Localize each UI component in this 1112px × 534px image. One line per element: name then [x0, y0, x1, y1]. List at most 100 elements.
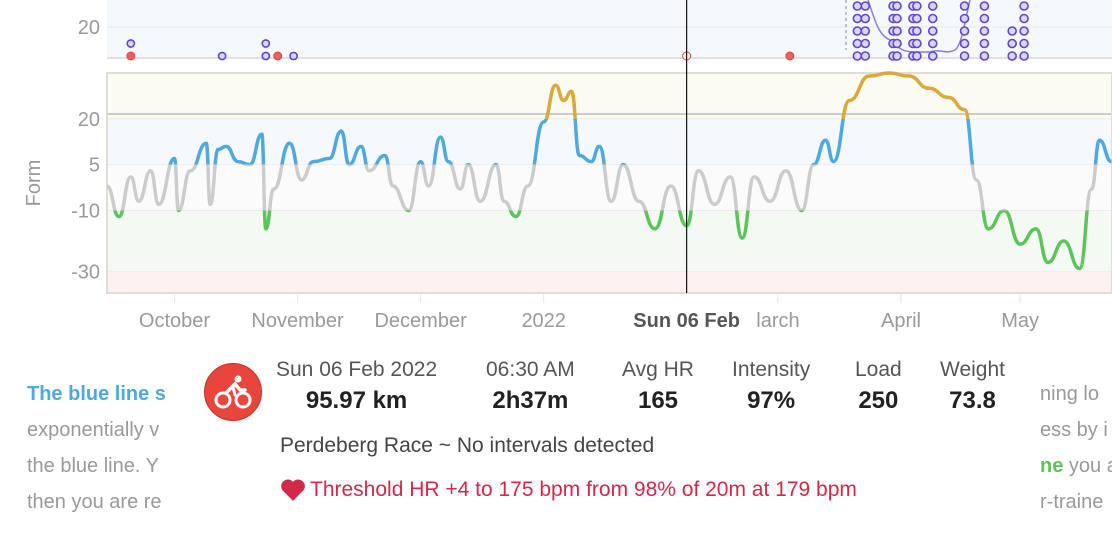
- stat-label: Avg HR: [622, 358, 694, 381]
- form-line-transition: [544, 71, 970, 119]
- zone-high-risk: [107, 271, 1112, 293]
- event-dot-purple: [860, 26, 871, 36]
- event-dot-purple: [1007, 51, 1017, 61]
- event-dot-purple: [126, 39, 136, 48]
- event-dot-purple: [852, 26, 863, 36]
- xtick-label: December: [374, 310, 467, 332]
- stat-label: Weight: [940, 358, 1005, 381]
- cursor-date-label: Sun 06 Feb: [633, 310, 740, 332]
- stat-value: 165: [637, 387, 679, 414]
- activity-time: 06:30 AM: [486, 358, 575, 381]
- optimal-word: ne: [1040, 455, 1064, 477]
- xtick-label: April: [881, 310, 921, 332]
- help-text-fragment: you a: [1068, 455, 1112, 477]
- events-strip-bg: [107, 0, 1112, 58]
- xtick-label: May: [1001, 310, 1039, 332]
- time-duration: 06:30 AM 2h37m: [486, 356, 575, 418]
- event-dot-purple: [289, 51, 298, 61]
- date-distance: Sun 06 Feb 2022 95.97 km: [276, 356, 437, 418]
- form-chart[interactable]: 20 20 5 -10 -30 Form October November December 2…: [0, 0, 1112, 340]
- activity-name[interactable]: Perdeberg Race ~ No intervals detected: [280, 434, 655, 457]
- event-dot-purple: [1019, 38, 1029, 49]
- event-dot-purple: [927, 51, 938, 61]
- activity-duration: 2h37m: [492, 387, 569, 414]
- form-line-fresh: [168, 118, 1112, 165]
- help-text-line: ning lo: [1040, 383, 1099, 405]
- event-dot-purple: [959, 26, 970, 36]
- stat-avg-hr: Avg HR 165: [622, 356, 694, 418]
- event-dot-purple: [852, 51, 863, 61]
- stat-value: 97%: [747, 387, 796, 414]
- event-dot-purple: [1019, 51, 1029, 61]
- event-dot-red: [273, 51, 283, 61]
- cycling-icon: [204, 363, 262, 421]
- event-dot-purple: [959, 38, 970, 49]
- event-dot-purple: [959, 51, 970, 61]
- event-dot-purple: [261, 39, 271, 48]
- event-dot-purple: [979, 13, 990, 24]
- event-dot-purple: [927, 1, 938, 11]
- event-dot-purple: [1019, 1, 1029, 11]
- activity-date: Sun 06 Feb 2022: [276, 358, 438, 381]
- event-dot-purple: [927, 26, 938, 36]
- threshold-text: Threshold HR +4 to 175 bpm from 98% of 2…: [310, 478, 857, 501]
- events-strip: 20: [78, 0, 1112, 61]
- stat-value: 250: [858, 387, 899, 414]
- stat-label: Load: [855, 358, 902, 381]
- event-dot-purple: [860, 1, 871, 11]
- zone-grey: [107, 164, 1112, 211]
- event-dot-purple: [979, 51, 990, 61]
- event-dot-purple: [912, 1, 922, 11]
- event-dot-red: [785, 51, 795, 61]
- event-dot-purple: [959, 13, 970, 24]
- event-dot-purple: [927, 13, 938, 24]
- event-dot-purple: [912, 38, 922, 49]
- event-dot-purple: [217, 51, 227, 61]
- stat-intensity: Intensity 97%: [732, 356, 810, 418]
- event-dot-purple: [892, 51, 902, 61]
- event-dot-purple: [852, 13, 863, 24]
- help-text-line: r-traine: [1040, 491, 1104, 513]
- event-dot-purple: [261, 51, 271, 61]
- event-dot-purple: [892, 26, 902, 36]
- event-dot-purple: [860, 38, 871, 49]
- event-dot-purple: [1019, 13, 1029, 24]
- event-dot-purple: [892, 1, 902, 11]
- help-text-line: ne you a: [1040, 448, 1112, 484]
- help-text-line: the blue line. Y: [27, 455, 159, 477]
- ytick-label: -30: [71, 262, 100, 284]
- event-dot-purple: [959, 1, 970, 11]
- activity-popup[interactable]: Sun 06 Feb 2022 95.97 km 06:30 AM 2h37m …: [190, 350, 1030, 534]
- xtick-label: November: [251, 310, 344, 332]
- event-dot-purple: [1007, 26, 1017, 36]
- y-axis-label: Form: [23, 160, 45, 207]
- help-text-line: then you are re: [27, 491, 162, 513]
- event-dot-purple: [979, 26, 990, 36]
- stat-load: Load 250: [855, 356, 902, 418]
- help-text-line: ess by i: [1040, 419, 1108, 441]
- zone-fresh: [107, 118, 1112, 165]
- cursor-label-bg: [620, 306, 753, 334]
- help-text-line: The blue line s: [27, 383, 166, 405]
- ytick-label: 5: [89, 155, 100, 177]
- xtick-label: October: [139, 310, 210, 332]
- event-dot-purple: [912, 13, 922, 24]
- event-dot-purple: [892, 38, 902, 49]
- xtick-label: larch: [756, 310, 799, 332]
- event-dot-purple: [979, 38, 990, 49]
- event-dot-purple: [979, 1, 990, 11]
- zone-optimal: [107, 210, 1112, 272]
- event-dot-purple: [860, 13, 871, 24]
- ytick-label: -10: [71, 201, 100, 223]
- stat-label: Intensity: [732, 358, 811, 381]
- ytick-label: 20: [78, 109, 100, 131]
- event-dot-purple: [1007, 38, 1017, 49]
- event-dot-purple: [912, 26, 922, 36]
- event-dot-purple: [852, 1, 863, 11]
- stat-value: 73.8: [949, 387, 996, 414]
- heart-icon: [281, 479, 305, 501]
- stat-weight: Weight 73.8: [940, 356, 1005, 418]
- event-dot-purple: [852, 38, 863, 49]
- strip-ytick: 20: [78, 17, 100, 39]
- event-dot-purple: [912, 51, 922, 61]
